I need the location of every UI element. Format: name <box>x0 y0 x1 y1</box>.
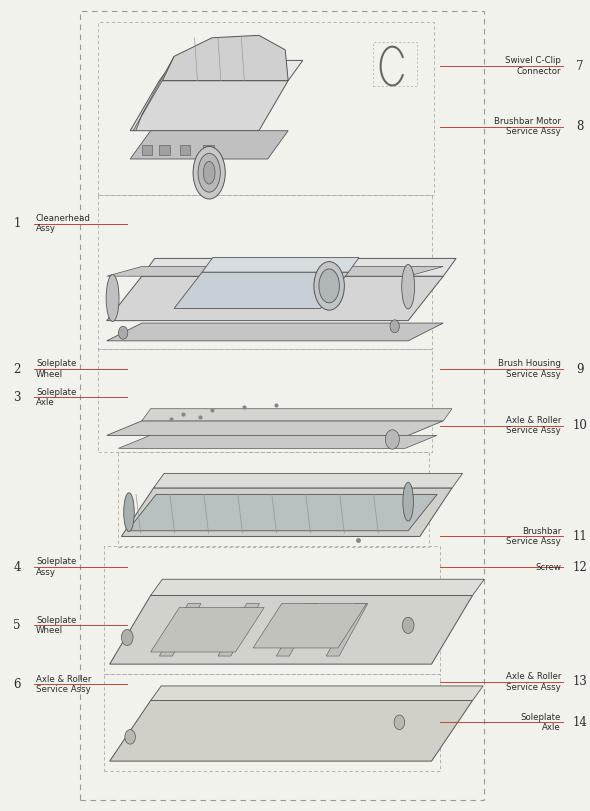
Polygon shape <box>107 267 443 277</box>
Text: Cleanerhead
Assy: Cleanerhead Assy <box>36 214 91 234</box>
Ellipse shape <box>198 153 220 192</box>
Circle shape <box>390 320 399 333</box>
Bar <box>104 674 440 770</box>
Polygon shape <box>110 595 473 664</box>
Bar <box>98 349 431 452</box>
Polygon shape <box>127 495 437 530</box>
Polygon shape <box>130 131 288 159</box>
Bar <box>373 42 417 86</box>
Circle shape <box>125 730 136 744</box>
Text: 11: 11 <box>572 530 587 543</box>
Text: 1: 1 <box>14 217 21 230</box>
Ellipse shape <box>314 262 345 310</box>
Text: 6: 6 <box>14 678 21 691</box>
Polygon shape <box>119 436 437 448</box>
Text: 12: 12 <box>572 560 587 573</box>
Bar <box>159 145 170 155</box>
Polygon shape <box>162 36 288 80</box>
Polygon shape <box>277 603 318 656</box>
Circle shape <box>122 629 133 646</box>
Polygon shape <box>107 323 443 341</box>
Text: 2: 2 <box>14 363 21 375</box>
Text: 14: 14 <box>572 716 587 729</box>
Text: 13: 13 <box>572 676 587 689</box>
Text: Brushbar
Service Assy: Brushbar Service Assy <box>506 526 561 546</box>
Bar <box>119 452 429 547</box>
Polygon shape <box>326 603 368 656</box>
Text: 10: 10 <box>572 419 587 432</box>
Text: Axle & Roller
Service Assy: Axle & Roller Service Assy <box>506 672 561 692</box>
Bar <box>98 22 434 195</box>
Polygon shape <box>150 686 483 701</box>
Circle shape <box>402 617 414 633</box>
Polygon shape <box>159 60 303 80</box>
Polygon shape <box>107 421 443 436</box>
Ellipse shape <box>402 264 415 309</box>
Circle shape <box>119 326 128 339</box>
Bar <box>98 195 431 349</box>
Text: Axle & Roller
Service Assy: Axle & Roller Service Assy <box>36 675 91 694</box>
Text: Soleplate
Assy: Soleplate Assy <box>36 557 76 577</box>
Circle shape <box>394 715 405 730</box>
Text: Soleplate
Wheel: Soleplate Wheel <box>36 359 76 379</box>
Polygon shape <box>142 259 456 277</box>
Text: 3: 3 <box>14 391 21 404</box>
Polygon shape <box>150 579 484 595</box>
Text: Brushbar Motor
Service Assy: Brushbar Motor Service Assy <box>494 117 561 136</box>
Ellipse shape <box>204 161 215 184</box>
Circle shape <box>385 430 399 449</box>
Polygon shape <box>153 474 463 488</box>
Bar <box>104 546 440 674</box>
Text: Soleplate
Axle: Soleplate Axle <box>520 713 561 732</box>
Text: 4: 4 <box>14 560 21 573</box>
Bar <box>204 145 214 155</box>
Text: Brush Housing
Service Assy: Brush Housing Service Assy <box>498 359 561 379</box>
Polygon shape <box>253 603 366 648</box>
Polygon shape <box>174 272 349 308</box>
Polygon shape <box>130 80 288 131</box>
Polygon shape <box>107 277 443 320</box>
Ellipse shape <box>403 483 414 521</box>
Bar <box>142 145 152 155</box>
Ellipse shape <box>124 493 135 531</box>
Bar <box>180 145 191 155</box>
Text: 8: 8 <box>576 120 584 133</box>
Polygon shape <box>150 607 264 652</box>
Polygon shape <box>110 701 473 761</box>
Text: Screw: Screw <box>535 563 561 572</box>
Polygon shape <box>122 488 452 536</box>
Text: Swivel C-Clip
Connector: Swivel C-Clip Connector <box>505 56 561 75</box>
Ellipse shape <box>106 275 119 321</box>
Polygon shape <box>202 258 359 272</box>
Text: Soleplate
Axle: Soleplate Axle <box>36 388 76 407</box>
Polygon shape <box>159 603 201 656</box>
Text: 7: 7 <box>576 59 584 72</box>
Text: Soleplate
Wheel: Soleplate Wheel <box>36 616 76 635</box>
Polygon shape <box>133 56 174 131</box>
Ellipse shape <box>193 147 225 199</box>
Polygon shape <box>218 603 260 656</box>
Polygon shape <box>142 409 452 421</box>
Text: Axle & Roller
Service Assy: Axle & Roller Service Assy <box>506 416 561 436</box>
Text: 9: 9 <box>576 363 584 375</box>
Text: 5: 5 <box>14 619 21 632</box>
Bar <box>80 11 484 800</box>
Ellipse shape <box>319 269 339 303</box>
